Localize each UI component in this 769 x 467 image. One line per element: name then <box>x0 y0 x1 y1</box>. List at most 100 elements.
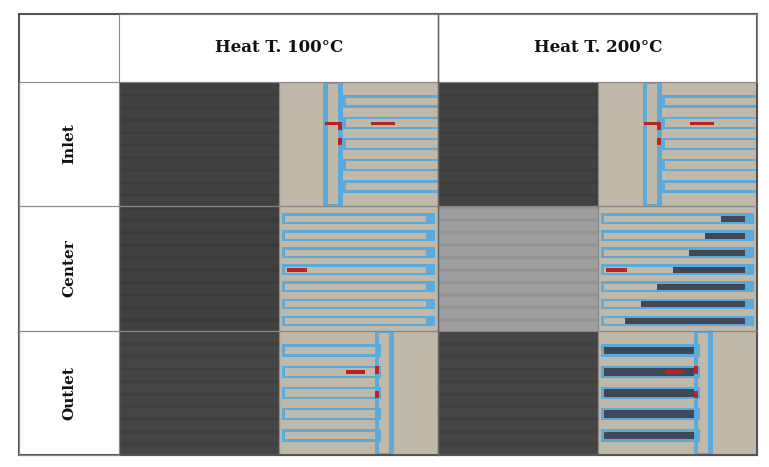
Bar <box>285 318 425 324</box>
Bar <box>601 213 754 224</box>
Bar <box>604 368 694 375</box>
Bar <box>694 390 698 398</box>
Text: Heat T. 100°C: Heat T. 100°C <box>215 39 343 57</box>
Bar <box>339 117 458 129</box>
Text: Heat T. 200°C: Heat T. 200°C <box>534 39 662 57</box>
Bar <box>282 264 435 275</box>
Bar <box>643 82 661 206</box>
Bar <box>282 230 435 241</box>
Bar <box>658 117 769 129</box>
Bar <box>657 284 744 290</box>
Bar <box>705 233 744 239</box>
Bar <box>601 366 700 378</box>
Bar <box>282 298 435 309</box>
Bar <box>285 267 425 273</box>
Bar <box>282 282 435 292</box>
Bar <box>665 140 769 148</box>
Bar <box>339 95 458 108</box>
Bar <box>604 233 744 239</box>
Bar <box>721 216 744 221</box>
Bar <box>371 122 395 125</box>
Bar <box>604 216 744 221</box>
Bar <box>285 250 425 255</box>
Bar <box>282 429 381 442</box>
Bar <box>665 183 769 190</box>
Bar <box>282 366 381 378</box>
Bar <box>673 267 744 273</box>
Bar <box>604 267 744 273</box>
Bar <box>601 429 700 442</box>
Bar <box>601 316 754 326</box>
Bar <box>604 318 744 324</box>
Bar <box>282 345 381 357</box>
Bar <box>604 250 744 255</box>
Bar <box>601 298 754 309</box>
Bar <box>285 347 375 354</box>
Bar <box>658 180 769 192</box>
Bar <box>604 284 744 290</box>
Bar <box>689 250 744 255</box>
Bar <box>658 138 769 150</box>
Bar <box>285 432 375 439</box>
Bar <box>346 183 454 190</box>
Bar <box>282 248 435 258</box>
Bar <box>601 387 700 399</box>
Bar <box>285 216 425 221</box>
Bar <box>338 138 341 145</box>
Bar <box>601 282 754 292</box>
Bar <box>339 180 458 192</box>
Bar <box>698 333 708 453</box>
Bar <box>339 159 458 171</box>
Bar <box>285 389 375 397</box>
Bar <box>601 230 754 241</box>
Bar <box>346 140 454 148</box>
Bar <box>285 368 375 375</box>
Bar <box>625 318 744 324</box>
Bar <box>601 408 700 420</box>
Text: Outlet: Outlet <box>62 366 76 420</box>
Bar <box>346 370 365 374</box>
Bar <box>665 162 769 169</box>
Bar <box>324 82 343 206</box>
Bar <box>375 331 394 455</box>
Bar <box>285 410 375 418</box>
Bar <box>604 301 744 307</box>
Bar <box>282 408 381 420</box>
Bar <box>694 366 698 375</box>
Bar <box>346 98 454 106</box>
Bar <box>604 432 694 439</box>
Bar <box>285 301 425 307</box>
Bar <box>601 248 754 258</box>
Bar <box>657 121 661 130</box>
Bar <box>287 268 308 272</box>
Bar <box>379 333 389 453</box>
Bar <box>665 119 769 127</box>
Bar <box>282 316 435 326</box>
Text: Inlet: Inlet <box>62 124 76 164</box>
Bar <box>346 119 454 127</box>
Bar <box>601 264 754 275</box>
Bar <box>601 345 700 357</box>
Bar <box>658 95 769 108</box>
Bar <box>339 138 458 150</box>
Bar <box>346 162 454 169</box>
Bar <box>282 213 435 224</box>
Bar <box>325 122 341 125</box>
Bar <box>604 347 694 354</box>
Bar <box>657 138 661 145</box>
Bar <box>665 370 684 374</box>
Bar <box>285 233 425 239</box>
Bar <box>641 301 744 307</box>
Bar <box>604 410 694 418</box>
Bar <box>604 389 694 397</box>
Text: Center: Center <box>62 240 76 297</box>
Bar <box>375 366 379 375</box>
Bar <box>644 122 660 125</box>
Bar <box>606 268 627 272</box>
Bar <box>665 98 769 106</box>
Bar <box>691 122 714 125</box>
Bar <box>338 121 341 130</box>
Bar <box>647 84 657 204</box>
Bar <box>285 284 425 290</box>
Bar <box>658 159 769 171</box>
